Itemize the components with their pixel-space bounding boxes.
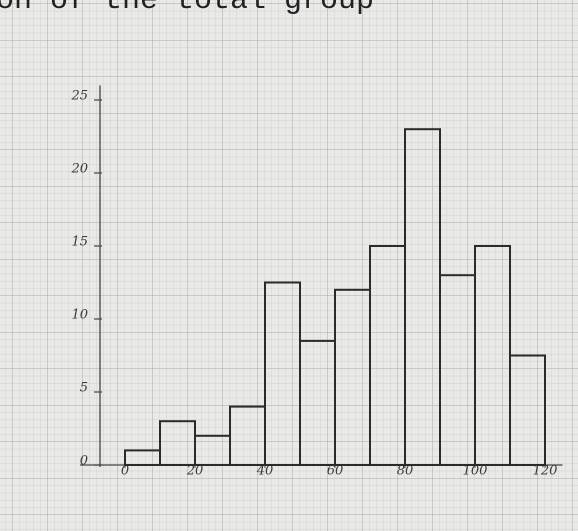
y-tick-label: 5 <box>80 381 88 396</box>
y-tick-label: 10 <box>71 308 88 323</box>
y-tick-label: 0 <box>80 454 88 469</box>
y-tick-label: 25 <box>70 89 88 104</box>
chart: on of the total group 051015202502040608… <box>0 0 578 531</box>
y-tick-label: 15 <box>71 235 88 250</box>
graph-paper <box>0 0 578 531</box>
y-tick-label: 20 <box>70 162 88 177</box>
chart-title: on of the total group <box>0 0 374 18</box>
